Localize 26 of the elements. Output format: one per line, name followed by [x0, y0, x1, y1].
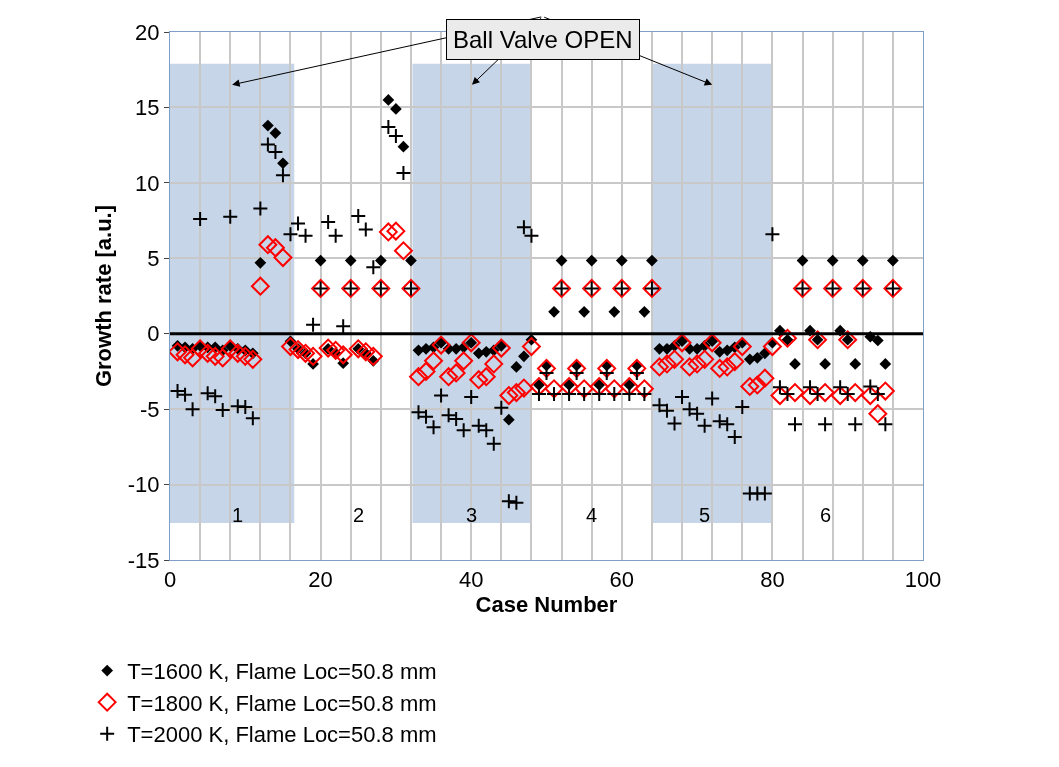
x-tick-label: 60 — [609, 567, 635, 593]
y-tick-label: -5 — [140, 396, 160, 422]
y-tick-label: 0 — [147, 321, 160, 347]
annotation: 3 — [466, 504, 478, 526]
x-tick-label: 80 — [760, 567, 785, 593]
y-tick-label: -10 — [127, 472, 160, 498]
y-tick-label: 5 — [147, 245, 160, 271]
annotation: 6 — [820, 504, 832, 526]
annotation: Ball Valve OPEN — [453, 26, 633, 53]
y-tick-label: -15 — [127, 547, 160, 573]
annotation: 4 — [586, 504, 598, 526]
x-tick-label: 100 — [904, 567, 942, 593]
x-tick-label: 0 — [163, 567, 177, 593]
legend-label: T=1600 K, Flame Loc=50.8 mm — [127, 659, 437, 685]
y-tick-label: 10 — [135, 170, 160, 196]
legend-label: T=1800 K, Flame Loc=50.8 mm — [127, 690, 437, 716]
legend-label: T=2000 K, Flame Loc=50.8 mm — [127, 722, 437, 748]
annotation: 1 — [232, 504, 244, 526]
annotation: 2 — [353, 504, 365, 526]
y-tick-label: 15 — [135, 95, 160, 121]
x-tick-label: 40 — [458, 567, 484, 593]
y-axis-title: Growth rate [a.u.] — [90, 204, 116, 388]
x-tick-label: 20 — [308, 567, 333, 593]
x-axis-title: Case Number — [475, 592, 618, 618]
y-tick-label: 20 — [135, 19, 160, 45]
annotation: 5 — [699, 504, 711, 526]
